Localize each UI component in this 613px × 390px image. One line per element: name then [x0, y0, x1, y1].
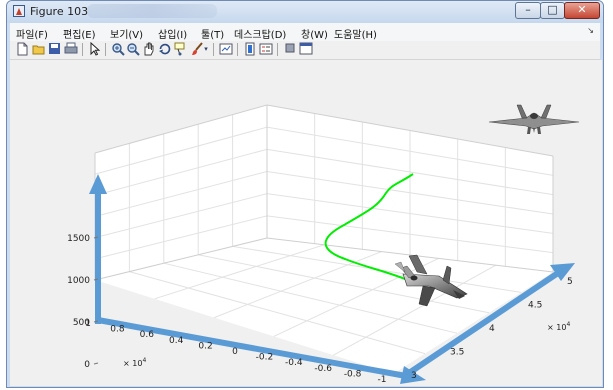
- link-plot-icon[interactable]: [218, 42, 233, 57]
- maximize-button[interactable]: □: [540, 2, 565, 19]
- jet-3d-model: [394, 254, 468, 307]
- menu-view[interactable]: 보기(V): [110, 30, 144, 41]
- z-tick-label: 1000: [67, 276, 90, 286]
- close-button[interactable]: ✕: [564, 2, 600, 19]
- y-tick-label: 0: [232, 347, 238, 357]
- legend-icon[interactable]: [258, 42, 273, 57]
- open-file-icon[interactable]: [31, 42, 46, 57]
- new-figure-icon[interactable]: [15, 42, 30, 57]
- z-tick-label: 500: [73, 318, 90, 328]
- x-axis-exponent: × 104: [547, 321, 570, 332]
- rotate-3d-icon[interactable]: [157, 42, 172, 57]
- x-tick-label: 4.5: [528, 301, 542, 311]
- y-tick-label: -0.2: [256, 353, 274, 363]
- pointer-icon[interactable]: [86, 41, 101, 57]
- toolbar-separator: [213, 43, 214, 56]
- menu-tools[interactable]: 툴(T): [201, 30, 225, 41]
- menu-file[interactable]: 파일(F): [16, 30, 48, 41]
- y-tick-label: 1: [85, 319, 91, 329]
- y-tick-label: -0.8: [344, 369, 362, 379]
- z-axis-arrow-head: [89, 174, 107, 194]
- y-tick-label: -0.6: [314, 364, 332, 374]
- y-axis-arrow-shaft: [97, 317, 407, 379]
- title-blurred-text: [87, 4, 217, 18]
- menu-help[interactable]: 도움말(H): [334, 30, 377, 41]
- menu-window[interactable]: 창(W): [301, 30, 328, 41]
- x-axis-arrow-shaft: [401, 270, 560, 380]
- y-tick-label: -1: [378, 375, 387, 385]
- figure-client-area: 파일(F) 편집(E) 보기(V) 삽입(I) 툴(T) 데스크탑(D) 창(W…: [10, 23, 602, 386]
- toolbar: ▾: [10, 41, 600, 60]
- x-tick-label: 3.5: [450, 348, 464, 358]
- flight-trajectory-line: [324, 173, 414, 280]
- menu-insert[interactable]: 삽입(I): [158, 30, 188, 41]
- y-axis-arrow-head: [400, 366, 426, 384]
- x-tick-label: 5: [567, 277, 573, 287]
- y-tick-label: 0.2: [198, 341, 212, 351]
- menu-desktop[interactable]: 데스크탑(D): [234, 30, 287, 41]
- save-icon[interactable]: [47, 42, 62, 57]
- x-tick-labels: 3 3.5 4 4.5 5: [411, 277, 573, 381]
- y-tick-label: 0.6: [140, 330, 155, 340]
- axes-back-panels: [95, 105, 553, 280]
- data-cursor-icon[interactable]: [173, 42, 188, 57]
- y-tick-label: 0.4: [169, 336, 184, 346]
- x-tick-label: 4: [489, 324, 495, 334]
- title-bar[interactable]: Figure 103 – □ ✕: [7, 1, 603, 23]
- axes-floor-panel: [95, 238, 553, 374]
- minimize-button[interactable]: –: [515, 2, 541, 19]
- y-tick-labels: 1 0.8 0.6 0.4 0.2 0 -0.2 -0.4 -0.6 -0.8 -1: [85, 319, 386, 385]
- z-tick-labels: 1500 1000 500 0: [67, 234, 99, 370]
- menu-edit[interactable]: 편집(E): [63, 30, 96, 41]
- toolbar-separator: [277, 43, 278, 56]
- z-tick-label: 0: [84, 360, 90, 370]
- figure-window: Figure 103 – □ ✕ 파일(F) 편집(E) 보기(V) 삽입(I)…: [6, 0, 604, 388]
- show-plot-tools-icon[interactable]: [298, 42, 313, 57]
- toolbar-separator: [82, 43, 83, 56]
- x-axis-arrow-head: [550, 263, 575, 281]
- zoom-in-icon[interactable]: [110, 42, 125, 57]
- matlab-figure-icon: [13, 5, 25, 17]
- zoom-out-icon[interactable]: [125, 42, 140, 57]
- toolbar-separator: [237, 43, 238, 56]
- axis-arrows: [89, 174, 575, 384]
- print-icon[interactable]: [63, 42, 78, 57]
- z-tick-label: 1500: [67, 234, 90, 244]
- toolbar-separator: [105, 43, 106, 56]
- menu-overflow-icon[interactable]: ↘: [587, 26, 594, 35]
- menu-bar: 파일(F) 편집(E) 보기(V) 삽입(I) 툴(T) 데스크탑(D) 창(W…: [10, 23, 600, 41]
- pan-icon[interactable]: [141, 42, 156, 57]
- colorbar-icon[interactable]: [242, 42, 257, 57]
- brush-dropdown-icon[interactable]: ▾: [204, 45, 208, 53]
- axes-3d[interactable]: 1500 1000 500 0 1 0.8 0.6 0.4 0.2 0 -0.2 -0.4 -0.6 -…: [10, 60, 602, 386]
- brush-icon[interactable]: [189, 42, 204, 57]
- hide-plot-tools-icon[interactable]: [282, 42, 297, 57]
- window-title: Figure 103: [30, 5, 89, 18]
- axes-box-edges: [94, 104, 554, 281]
- y-tick-label: 0.8: [110, 325, 125, 335]
- plot-area: 1500 1000 500 0 1 0.8 0.6 0.4 0.2 0 -0.2 -0.4 -0.6 -…: [10, 60, 602, 386]
- x-tick-label: 3: [411, 371, 417, 381]
- y-tick-label: -0.4: [285, 358, 303, 368]
- jet-front-view: [488, 104, 580, 134]
- y-axis-exponent: × 104: [123, 357, 146, 368]
